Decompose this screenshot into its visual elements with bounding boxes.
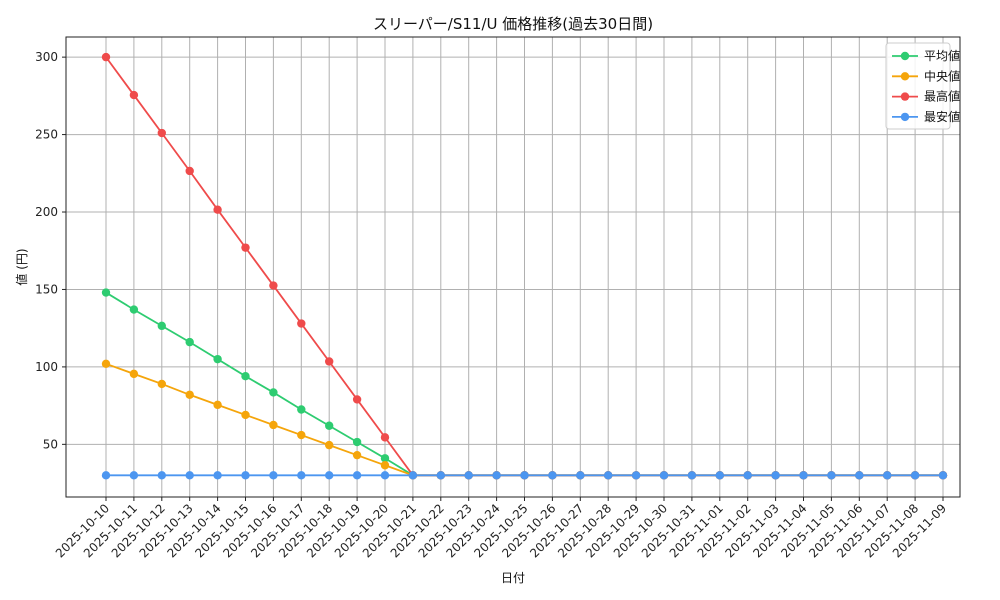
- legend-label: 中央値: [924, 68, 960, 83]
- data-point: [883, 471, 892, 480]
- x-axis-label: 日付: [501, 571, 525, 585]
- data-point: [269, 420, 278, 430]
- data-point: [101, 52, 111, 62]
- data-point: [269, 471, 278, 480]
- legend-label: 最安値: [924, 109, 960, 124]
- data-point: [129, 471, 139, 480]
- data-point: [269, 388, 278, 397]
- data-point: [659, 471, 669, 480]
- data-point: [129, 90, 139, 100]
- data-point: [604, 471, 613, 480]
- data-point: [185, 390, 194, 399]
- data-point: [157, 471, 166, 480]
- data-point: [213, 400, 222, 410]
- data-point: [352, 395, 362, 404]
- data-point: [185, 337, 194, 347]
- y-tick-label: 200: [35, 205, 58, 219]
- data-point: [380, 433, 390, 442]
- data-point: [297, 430, 306, 440]
- y-tick-label: 150: [35, 282, 58, 296]
- data-point: [380, 471, 390, 480]
- y-tick-label: 300: [35, 50, 58, 64]
- data-point: [548, 471, 557, 480]
- legend-marker: [900, 72, 910, 81]
- data-point: [213, 354, 222, 364]
- data-point: [380, 454, 390, 463]
- legend-label: 平均値: [924, 48, 960, 63]
- data-point: [325, 421, 334, 430]
- data-point: [408, 471, 418, 480]
- legend-item: 中央値: [892, 68, 960, 83]
- data-point: [185, 471, 194, 480]
- data-point: [297, 405, 306, 414]
- data-point: [771, 471, 780, 480]
- data-point: [855, 471, 864, 480]
- legend-marker: [900, 51, 910, 61]
- legend-item: 最安値: [892, 109, 960, 124]
- data-point: [687, 471, 697, 480]
- data-point: [910, 471, 920, 480]
- data-point: [631, 471, 641, 480]
- legend-label: 最高値: [924, 89, 960, 104]
- data-point: [101, 359, 111, 369]
- data-point: [185, 166, 194, 176]
- legend-item: 平均値: [892, 48, 960, 63]
- data-point: [380, 461, 390, 470]
- data-point: [157, 128, 166, 138]
- legend-marker: [900, 92, 910, 101]
- data-point: [101, 471, 111, 480]
- data-point: [827, 471, 836, 480]
- data-point: [715, 471, 724, 480]
- data-point: [799, 471, 808, 480]
- data-point: [938, 471, 948, 480]
- series-最安値: [101, 471, 948, 480]
- data-point: [213, 471, 222, 480]
- data-point: [269, 281, 278, 290]
- data-point: [129, 305, 139, 314]
- plot-frame: [65, 36, 961, 498]
- legend-item: 最高値: [892, 89, 960, 104]
- data-point: [352, 437, 362, 447]
- data-point: [576, 471, 585, 480]
- data-point: [520, 471, 529, 480]
- chart-title: スリーパー/S11/U 価格推移(過去30日間): [373, 15, 653, 33]
- data-point: [157, 321, 166, 331]
- data-point: [743, 471, 752, 480]
- y-axis-label: 値 (円): [14, 248, 29, 285]
- legend-box: [885, 42, 951, 130]
- grid: [66, 37, 960, 497]
- y-tick-label: 50: [43, 437, 58, 451]
- data-point: [352, 471, 362, 480]
- data-point: [492, 471, 501, 480]
- data-point: [241, 410, 250, 420]
- data-point: [241, 243, 250, 252]
- y-tick-label: 250: [35, 128, 58, 142]
- data-point: [241, 371, 250, 381]
- data-point: [325, 471, 334, 480]
- data-point: [213, 205, 222, 214]
- data-point: [325, 357, 334, 366]
- data-point: [241, 471, 250, 480]
- data-point: [464, 471, 473, 480]
- data-point: [325, 440, 334, 450]
- data-point: [157, 379, 166, 389]
- data-point: [297, 471, 306, 480]
- data-point: [297, 319, 306, 328]
- series-layer: [101, 52, 948, 480]
- data-point: [352, 450, 362, 460]
- y-tick-label: 100: [35, 360, 58, 374]
- legend-marker: [900, 112, 910, 122]
- data-point: [101, 288, 111, 297]
- data-point: [436, 471, 445, 480]
- data-point: [129, 369, 139, 379]
